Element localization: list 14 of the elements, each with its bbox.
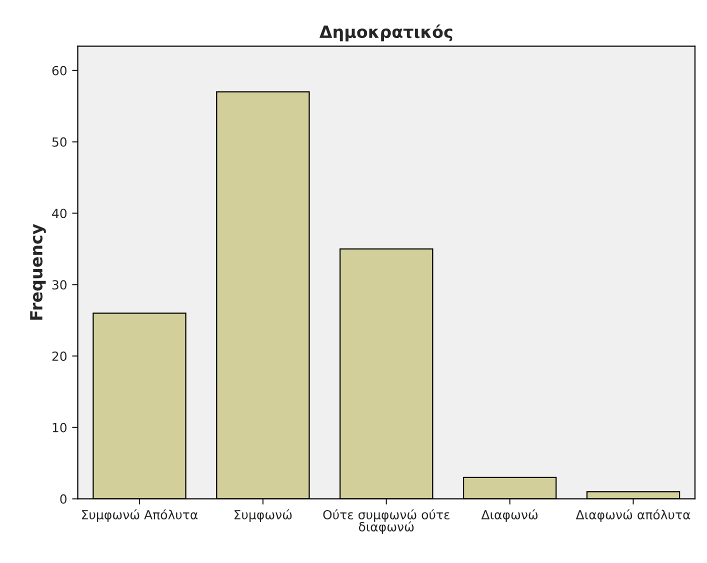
y-tick-label: 10 bbox=[52, 422, 67, 432]
x-tick-label: Ούτε συμφωνώ ούτε διαφωνώ bbox=[323, 509, 450, 534]
x-tick-label: Διαφωνώ bbox=[481, 509, 538, 522]
x-tick-label: Διαφωνώ απόλυτα bbox=[576, 509, 690, 522]
x-tick-label: Συμφωνώ Απόλυτα bbox=[82, 509, 198, 522]
y-tick-label: 60 bbox=[52, 66, 67, 76]
y-tick-label: 40 bbox=[52, 208, 67, 218]
y-tick-label: 0 bbox=[60, 494, 67, 504]
y-tick-label: 20 bbox=[52, 351, 67, 361]
chart-title: Δημοκρατικός bbox=[319, 24, 452, 42]
y-tick-label: 30 bbox=[52, 280, 67, 290]
x-tick-label: Συμφωνώ bbox=[234, 509, 292, 522]
y-tick-label: 50 bbox=[52, 137, 67, 147]
y-axis-title: Frequency bbox=[30, 224, 46, 320]
